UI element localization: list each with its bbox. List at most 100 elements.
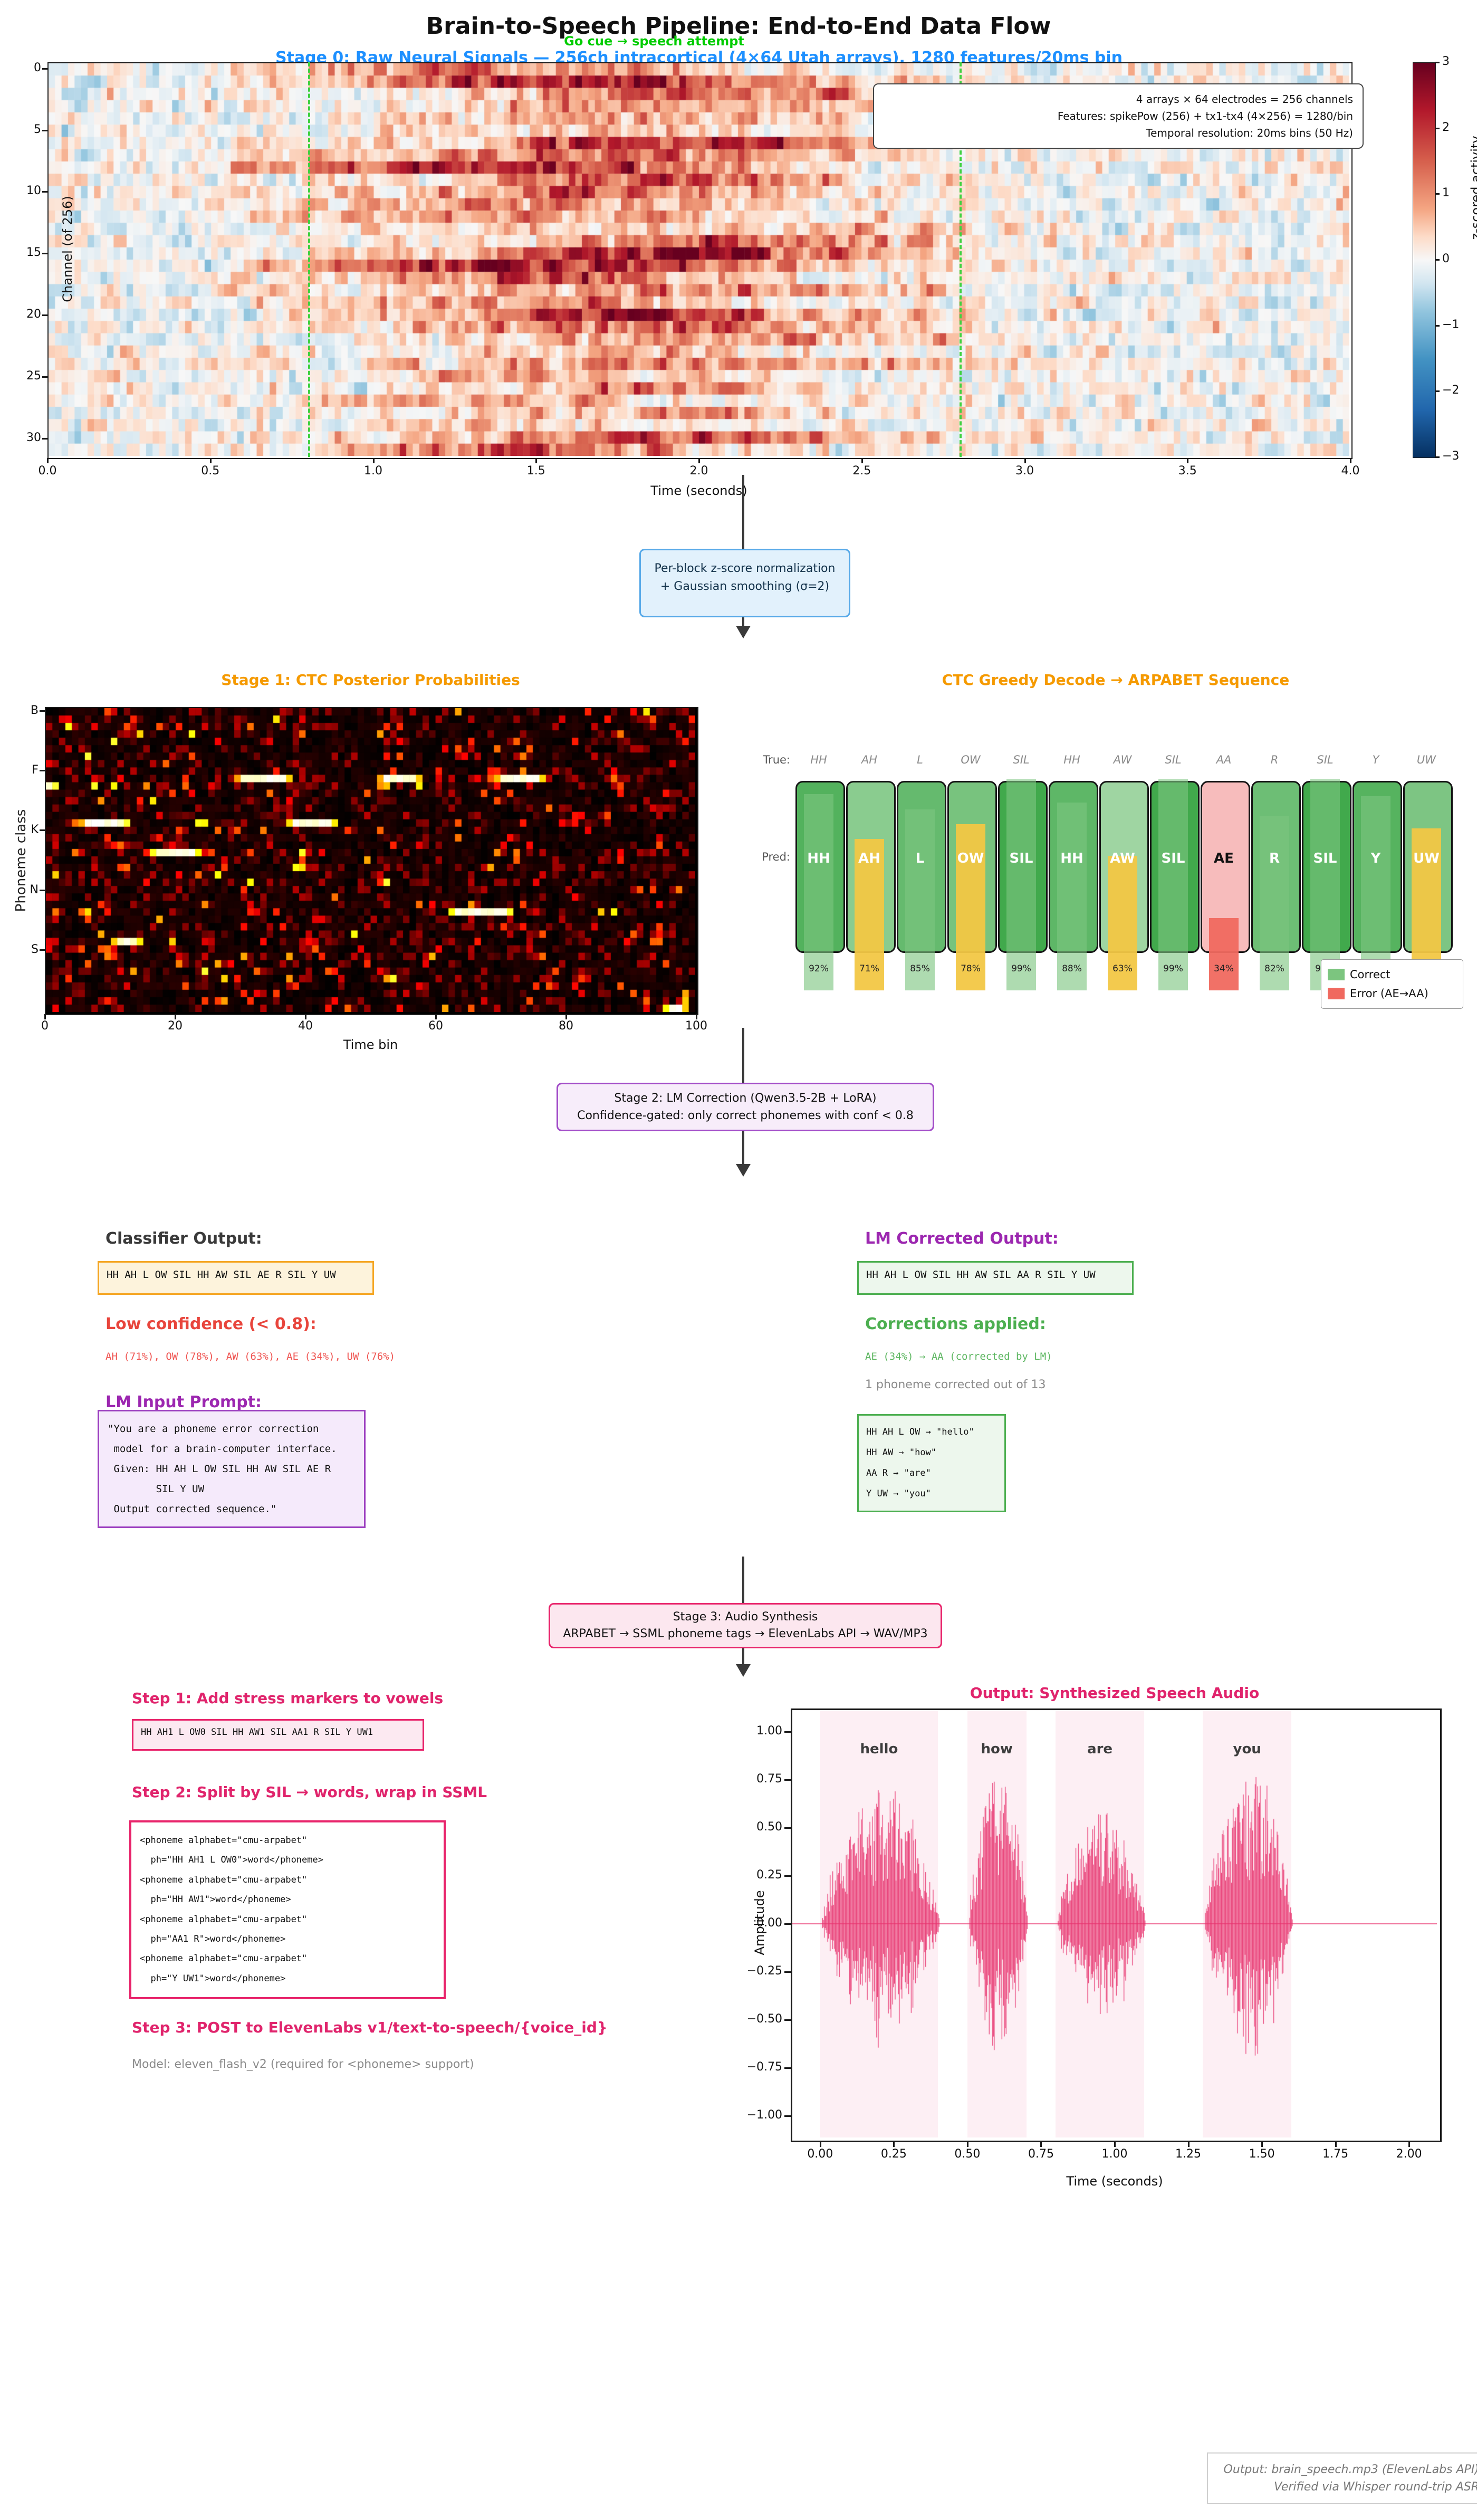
annotation-line: 4 arrays × 64 electrodes = 256 channels bbox=[1136, 93, 1353, 106]
flow-line bbox=[742, 1557, 744, 1603]
flow-line bbox=[742, 1641, 744, 1664]
pred-phoneme-label: SIL bbox=[1313, 851, 1337, 866]
pred-row-label: Pred: bbox=[762, 851, 790, 863]
y-tick-mark bbox=[42, 129, 47, 131]
word-label: how bbox=[981, 1741, 1013, 1757]
true-phoneme: AW bbox=[1113, 753, 1132, 766]
y-tick-label: K bbox=[31, 823, 39, 837]
correction-line: AE (34%) → AA (corrected by LM) bbox=[865, 1351, 1052, 1362]
word-span bbox=[1203, 1710, 1291, 2137]
classifier-output-box: HH AH L OW SIL HH AW SIL AE R SIL Y UW bbox=[98, 1261, 374, 1295]
y-tick-mark bbox=[42, 437, 47, 440]
stage0-y-axis-label: Channel (of 256) bbox=[60, 196, 75, 302]
confidence-bar bbox=[956, 824, 985, 990]
colorbar-tick-mark bbox=[1435, 127, 1440, 129]
x-tick-mark bbox=[698, 458, 700, 463]
legend-correct-label: Correct bbox=[1350, 968, 1390, 981]
x-tick-label: 20 bbox=[168, 1019, 183, 1033]
stage2-box-line: Confidence-gated: only correct phonemes … bbox=[577, 1109, 914, 1122]
confidence-bar bbox=[1310, 779, 1340, 990]
stage1-y-axis-label: Phoneme class bbox=[13, 809, 29, 912]
confidence-percent: 82% bbox=[1264, 963, 1284, 974]
x-tick-mark bbox=[305, 1014, 306, 1019]
confidence-percent: 92% bbox=[809, 963, 829, 974]
colorbar-tick-mark bbox=[1435, 259, 1440, 261]
y-tick-label: 0 bbox=[34, 61, 41, 74]
flow-line bbox=[742, 1028, 744, 1083]
word-span bbox=[967, 1710, 1027, 2137]
stressed-sequence-box: HH AH1 L OW0 SIL HH AW1 SIL AA1 R SIL Y … bbox=[132, 1719, 424, 1751]
x-tick-mark bbox=[175, 1014, 176, 1019]
pred-phoneme-label: HH bbox=[1060, 851, 1083, 866]
colorbar-tick-label: 2 bbox=[1442, 120, 1450, 134]
annotation-line: Features: spikePow (256) + tx1-tx4 (4×25… bbox=[1057, 110, 1353, 122]
x-tick-label: 0.50 bbox=[954, 2147, 981, 2161]
colorbar bbox=[1413, 62, 1436, 458]
y-tick-mark bbox=[42, 376, 47, 378]
y-tick-mark bbox=[40, 710, 45, 712]
classifier-output-header: Classifier Output: bbox=[106, 1229, 262, 1248]
x-tick-mark bbox=[861, 458, 863, 463]
pred-phoneme-label: UW bbox=[1413, 851, 1440, 866]
y-tick-label: 0.25 bbox=[756, 1868, 782, 1882]
y-tick-label: 10 bbox=[26, 184, 41, 198]
y-tick-label: 20 bbox=[26, 308, 41, 321]
y-tick-mark bbox=[42, 314, 47, 317]
lm-corrected-header: LM Corrected Output: bbox=[865, 1229, 1059, 1248]
confidence-bar bbox=[1108, 856, 1137, 990]
stage3-box: Stage 3: Audio Synthesis ARPABET → SSML … bbox=[549, 1603, 942, 1648]
pred-phoneme-label: HH bbox=[807, 851, 830, 866]
lm-prompt-header: LM Input Prompt: bbox=[106, 1393, 262, 1411]
word-span bbox=[820, 1710, 938, 2137]
colorbar-tick-mark bbox=[1435, 390, 1440, 393]
y-tick-mark bbox=[42, 191, 47, 193]
y-tick-label: 0.00 bbox=[756, 1916, 782, 1930]
pred-phoneme-label: OW bbox=[957, 851, 984, 866]
x-tick-mark bbox=[893, 2141, 895, 2147]
y-tick-label: 0.50 bbox=[756, 1820, 782, 1834]
arrow-down-icon bbox=[736, 626, 751, 638]
true-phoneme: SIL bbox=[1165, 753, 1182, 766]
true-phoneme: Y bbox=[1372, 753, 1379, 766]
x-tick-label: 1.50 bbox=[1249, 2147, 1275, 2161]
stage1-x-axis-label: Time bin bbox=[343, 1037, 398, 1052]
go-cue-annotation: Go cue → speech attempt bbox=[564, 34, 744, 49]
pred-phoneme-label: R bbox=[1269, 851, 1280, 866]
y-tick-mark bbox=[42, 68, 47, 70]
x-tick-label: 100 bbox=[685, 1019, 707, 1033]
x-tick-label: 0.0 bbox=[38, 464, 57, 478]
x-tick-mark bbox=[1114, 2141, 1116, 2147]
y-tick-mark bbox=[784, 2115, 791, 2117]
stage1-title: Stage 1: CTC Posterior Probabilities bbox=[221, 671, 520, 689]
pred-phoneme-label: SIL bbox=[1161, 851, 1185, 866]
y-tick-label: 15 bbox=[26, 246, 41, 260]
y-tick-label: 0.75 bbox=[756, 1772, 782, 1786]
confidence-percent: 34% bbox=[1214, 963, 1234, 974]
word-mapping-box: HH AH L OW → "hello" HH AW → "how" AA R … bbox=[857, 1414, 1006, 1513]
normalization-line: Per-block z-score normalization bbox=[654, 562, 836, 575]
correction-count: 1 phoneme corrected out of 13 bbox=[865, 1378, 1046, 1391]
x-tick-label: 1.00 bbox=[1101, 2147, 1128, 2161]
x-tick-label: 3.0 bbox=[1015, 464, 1034, 478]
low-confidence-list: AH (71%), OW (78%), AW (63%), AE (34%), … bbox=[106, 1351, 396, 1362]
waveform-x-axis-label: Time (seconds) bbox=[1066, 2174, 1163, 2189]
colorbar-tick-mark bbox=[1435, 456, 1440, 458]
stage3-box-line: ARPABET → SSML phoneme tags → ElevenLabs… bbox=[563, 1627, 928, 1640]
decode-legend: Correct Error (AE→AA) bbox=[1321, 959, 1463, 1009]
colorbar-tick-label: −1 bbox=[1442, 318, 1460, 331]
y-tick-mark bbox=[40, 889, 45, 891]
confidence-bar bbox=[1158, 779, 1188, 990]
waveform-title: Output: Synthesized Speech Audio bbox=[970, 1684, 1260, 1702]
step3-header: Step 3: POST to ElevenLabs v1/text-to-sp… bbox=[132, 2019, 608, 2036]
flow-line bbox=[742, 475, 744, 549]
pred-phoneme-label: SIL bbox=[1009, 851, 1033, 866]
y-tick-mark bbox=[784, 1779, 791, 1781]
stage3-box-line: Stage 3: Audio Synthesis bbox=[673, 1610, 818, 1624]
x-tick-label: 2.0 bbox=[689, 464, 708, 478]
legend-correct-swatch bbox=[1328, 969, 1345, 980]
x-tick-mark bbox=[1040, 2141, 1042, 2147]
word-span bbox=[1056, 1710, 1144, 2137]
x-tick-mark bbox=[1187, 2141, 1190, 2147]
true-row-label: True: bbox=[763, 753, 790, 766]
x-tick-label: 2.00 bbox=[1396, 2147, 1422, 2161]
